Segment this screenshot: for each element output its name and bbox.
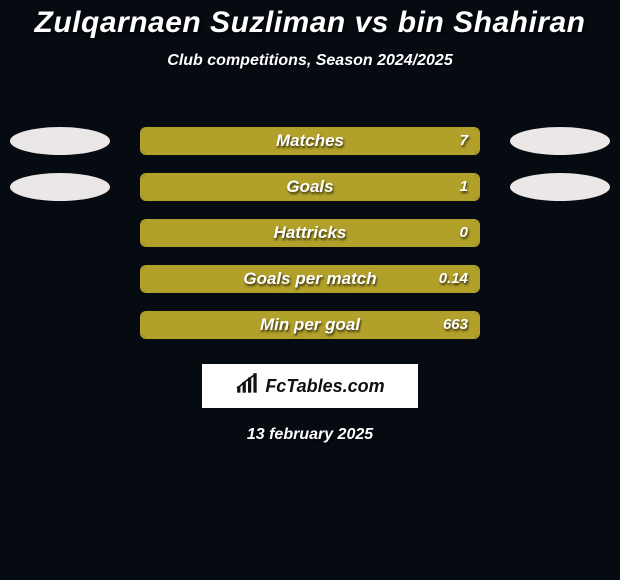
stat-bar-track [140,127,480,155]
stat-value-right: 0 [460,219,468,247]
stat-row: Goals per match0.14 [0,256,620,302]
page-title: Zulqarnaen Suzliman vs bin Shahiran [0,0,620,40]
player2-marker [510,173,610,201]
stat-bar-left [142,267,480,291]
stat-value-right: 0.14 [439,265,468,293]
subtitle: Club competitions, Season 2024/2025 [0,52,620,70]
stat-row: Min per goal663 [0,302,620,348]
stat-row: Matches7 [0,118,620,164]
stat-bar-track [140,173,480,201]
stat-bar-left [142,221,480,245]
stat-bar-left [142,175,480,199]
stat-bar-track [140,265,480,293]
stat-value-right: 663 [443,311,468,339]
player2-marker [510,127,610,155]
fctables-logo: FcTables.com [202,364,418,408]
stat-value-right: 1 [460,173,468,201]
stat-value-right: 7 [460,127,468,155]
player1-marker [10,173,110,201]
player1-marker [10,127,110,155]
stat-row: Hattricks0 [0,210,620,256]
stat-bar-left [142,129,480,153]
stat-bar-track [140,311,480,339]
stat-bar-left [142,313,480,337]
chart-icon [235,373,261,400]
logo-text: FcTables.com [265,376,384,397]
stat-bar-track [140,219,480,247]
stat-row: Goals1 [0,164,620,210]
stats-container: Matches7Goals1Hattricks0Goals per match0… [0,118,620,348]
date-line: 13 february 2025 [0,426,620,444]
